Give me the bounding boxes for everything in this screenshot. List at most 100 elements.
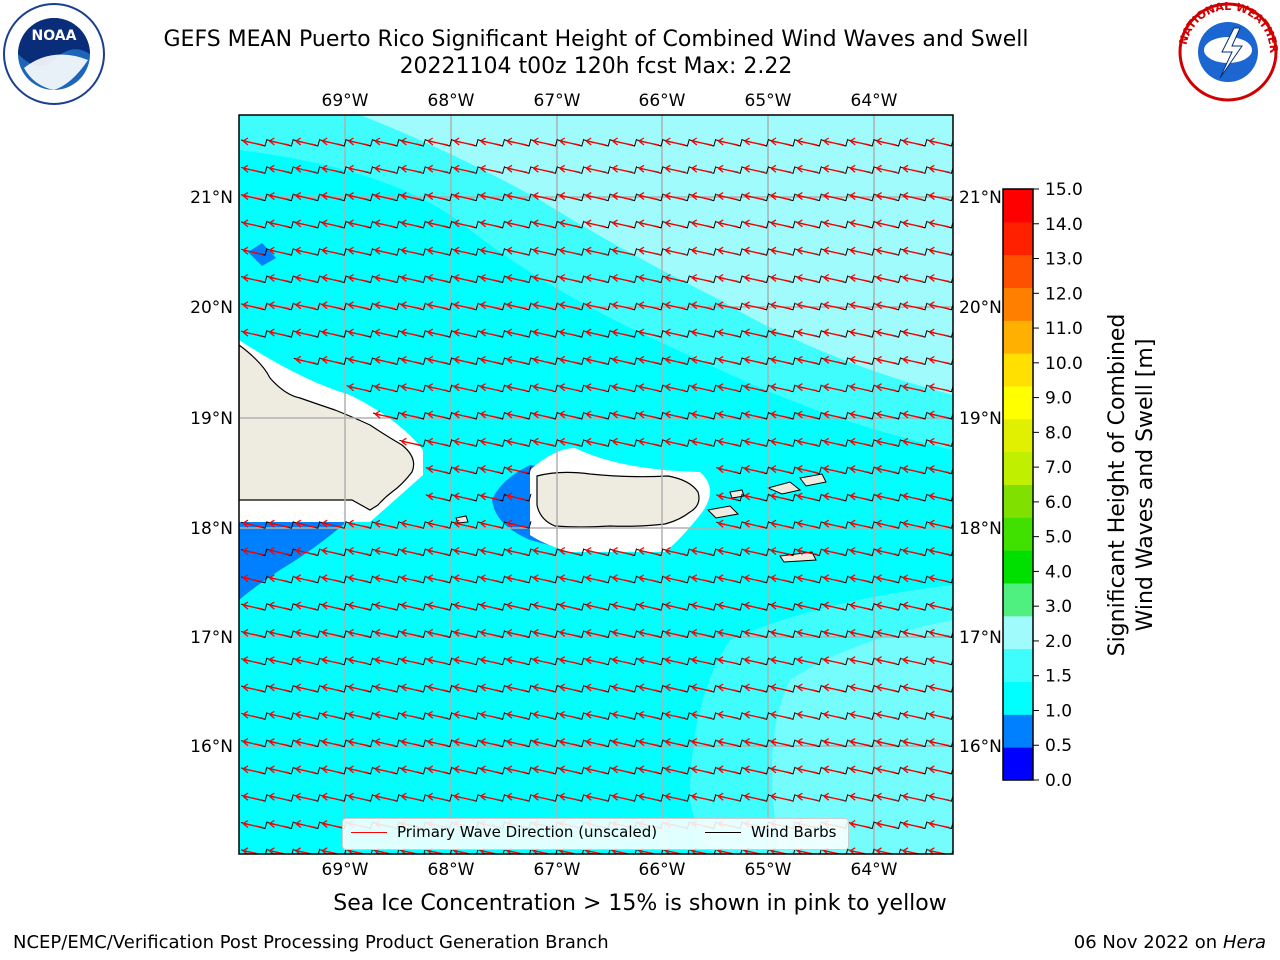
wave-direction-arrow xyxy=(453,328,475,337)
wave-direction-arrow xyxy=(796,192,818,201)
wave-direction-arrow xyxy=(585,546,607,556)
wave-direction-arrow xyxy=(348,301,369,310)
wave-direction-arrow xyxy=(559,383,580,392)
wave-direction-arrow xyxy=(717,628,739,638)
wave-direction-arrow xyxy=(638,546,660,556)
wave-band-2-0-south xyxy=(772,620,953,854)
wave-direction-arrow xyxy=(717,519,739,528)
wave-direction-arrow xyxy=(744,273,765,283)
wave-direction-arrow xyxy=(532,765,554,774)
wave-direction-arrow xyxy=(849,355,871,365)
wave-direction-arrow xyxy=(585,273,607,283)
wave-direction-arrow xyxy=(242,519,264,528)
wave-direction-arrow xyxy=(664,192,686,201)
wave-direction-arrow xyxy=(585,355,607,365)
wave-direction-arrow xyxy=(664,246,686,255)
wave-direction-arrow xyxy=(532,301,554,310)
colorbar-label-line1: Significant Height of Combined xyxy=(1105,314,1130,657)
wave-direction-arrow xyxy=(268,628,290,638)
wave-direction-arrow xyxy=(427,192,448,201)
lon-labels-top: 69°W 68°W 67°W 66°W 65°W 64°W xyxy=(322,91,898,111)
wave-direction-arrow xyxy=(400,628,422,638)
lon-label: 69°W xyxy=(322,860,369,880)
wave-direction-arrow xyxy=(268,683,290,692)
wave-direction-arrow xyxy=(664,273,686,283)
wave-direction-arrow xyxy=(532,219,554,228)
wave-direction-arrow xyxy=(823,137,844,146)
wave-direction-arrow xyxy=(849,465,871,474)
wave-direction-arrow xyxy=(928,819,950,829)
wave-direction-arrow xyxy=(691,574,712,583)
wave-direction-arrow xyxy=(902,410,924,419)
wave-direction-arrow xyxy=(348,273,369,283)
wave-direction-arrow xyxy=(585,792,607,801)
wave-direction-arrow xyxy=(849,656,871,665)
wave-direction-arrow xyxy=(612,546,633,556)
wave-direction-arrow xyxy=(321,574,343,583)
wave-direction-arrow xyxy=(453,738,475,747)
wave-direction-arrow xyxy=(400,410,422,419)
wave-direction-arrow xyxy=(823,465,844,474)
wave-direction-arrow xyxy=(532,164,554,173)
wave-direction-arrow xyxy=(427,219,448,228)
wave-direction-arrow xyxy=(268,519,290,528)
wave-direction-arrow xyxy=(242,192,264,201)
wave-direction-arrow xyxy=(585,328,607,337)
wave-direction-arrow xyxy=(928,683,950,692)
wave-direction-arrow xyxy=(242,328,264,337)
wave-direction-arrow xyxy=(902,656,924,665)
wave-direction-arrow xyxy=(427,738,448,747)
wave-direction-arrow xyxy=(770,710,792,719)
colorbar-tick-label: 1.0 xyxy=(1045,701,1072,721)
wave-direction-arrow xyxy=(400,219,422,228)
wave-direction-arrow xyxy=(480,546,501,556)
wave-direction-arrow xyxy=(770,601,792,610)
wave-direction-arrow xyxy=(770,301,792,310)
wave-direction-arrow xyxy=(902,328,924,337)
wave-direction-arrow xyxy=(770,192,792,201)
culebra-island xyxy=(729,489,745,499)
colorbar-cell xyxy=(1003,320,1033,354)
colorbar-tick-label: 13.0 xyxy=(1045,250,1083,270)
wave-direction-arrow xyxy=(849,328,871,337)
wave-direction-arrow xyxy=(717,683,739,692)
wave-direction-arrow xyxy=(691,192,712,201)
wave-direction-arrow xyxy=(876,410,897,419)
wave-direction-arrow xyxy=(691,355,712,365)
wave-direction-arrow xyxy=(268,164,290,173)
wave-direction-arrow xyxy=(638,437,660,446)
wave-direction-arrow xyxy=(242,738,264,747)
lat-label: 19°N xyxy=(959,409,1002,429)
wave-direction-arrow xyxy=(400,519,422,528)
wave-direction-arrow xyxy=(902,792,924,801)
wave-direction-arrow xyxy=(480,738,501,747)
wave-direction-arrow xyxy=(717,437,739,446)
wave-direction-arrow xyxy=(691,710,712,719)
wave-direction-arrow xyxy=(374,355,396,365)
wave-direction-arrow xyxy=(268,765,290,774)
wave-direction-arrow xyxy=(876,656,897,665)
wave-direction-arrow xyxy=(638,164,660,173)
wave-direction-arrow xyxy=(480,519,501,528)
wave-direction-arrow xyxy=(902,519,924,528)
wave-direction-arrow xyxy=(744,710,765,719)
wave-direction-arrow xyxy=(453,792,475,801)
wave-direction-arrow xyxy=(374,792,396,801)
colorbar-cell xyxy=(1003,418,1033,453)
lat-label: 16°N xyxy=(190,737,233,757)
map-legend: Primary Wave Direction (unscaled) Wind B… xyxy=(342,818,849,850)
wave-direction-arrow xyxy=(928,546,950,556)
wave-direction-arrow xyxy=(295,710,316,719)
legend-item-barbs: Wind Barbs xyxy=(705,823,836,841)
wave-direction-arrow xyxy=(664,137,686,146)
wave-direction-arrow xyxy=(585,601,607,610)
colorbar-cell xyxy=(1003,353,1033,387)
wave-direction-arrow xyxy=(506,219,528,228)
wave-direction-arrow xyxy=(823,519,844,528)
wave-direction-arrow xyxy=(585,219,607,228)
wave-direction-arrow xyxy=(638,683,660,692)
wave-direction-arrow xyxy=(664,765,686,774)
wave-direction-arrow xyxy=(506,137,528,146)
wave-direction-arrow xyxy=(427,410,448,419)
wave-direction-arrow xyxy=(744,301,765,310)
